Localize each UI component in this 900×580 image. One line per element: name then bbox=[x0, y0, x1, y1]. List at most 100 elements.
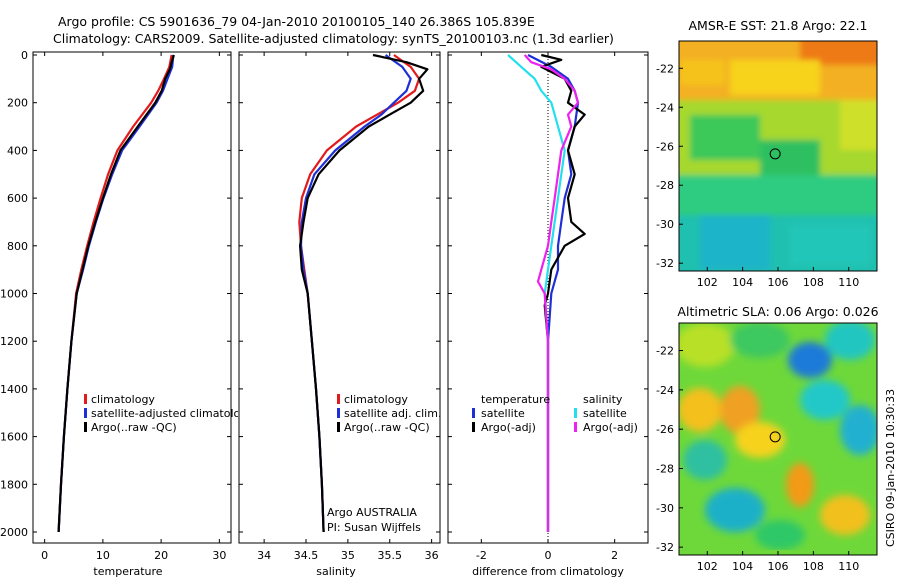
map-y-tick-label: -30 bbox=[656, 218, 674, 231]
depth-tick-label: 1200 bbox=[0, 335, 28, 348]
sst-map-ticks: 102 104 106 108 110 -22 -24 -26 -28 -30 -32 bbox=[656, 62, 859, 289]
map-x-tick-label: 102 bbox=[697, 560, 718, 573]
series-line-argo-raw-qc bbox=[57, 54, 175, 533]
sst-map-image bbox=[679, 41, 877, 271]
temperature-axes bbox=[32, 51, 232, 544]
legend-label-satellite: satellite-adjusted climatology bbox=[91, 407, 254, 420]
depth-tick-label: 800 bbox=[7, 240, 28, 253]
salinity-axes bbox=[238, 51, 441, 544]
sst-map-title: AMSR-E SST: 21.8 Argo: 22.1 bbox=[688, 18, 867, 33]
map-y-tick-label: -22 bbox=[656, 345, 674, 358]
legend-swatch-temp-satellite bbox=[472, 408, 475, 418]
map-y-tick-label: -28 bbox=[656, 179, 674, 192]
temperature-plot: 0 10 20 30 bbox=[33, 52, 231, 562]
salinity-plot: 34 34.5 35 35.5 36 bbox=[239, 52, 440, 562]
legend-label-temp-argo: Argo(-adj) bbox=[481, 421, 536, 434]
sla-map-ticks: 102 104 106 108 110 -22 -24 -26 -28 -30 -32 bbox=[656, 345, 859, 573]
depth-tick-label: 0 bbox=[21, 49, 28, 62]
series-line-argo-raw-qc bbox=[299, 53, 429, 533]
map-y-tick-label: -24 bbox=[656, 384, 674, 397]
map-x-tick-label: 104 bbox=[732, 560, 753, 573]
depth-tick-label: 1400 bbox=[0, 383, 28, 396]
x-tick-label: 2 bbox=[611, 549, 618, 562]
depth-tick-label: 400 bbox=[7, 144, 28, 157]
difference-legend: temperature satellite Argo(-adj) salinit… bbox=[472, 393, 638, 434]
legend-label-satellite: satellite adj. clim. bbox=[344, 407, 441, 420]
depth-tick-label: 1800 bbox=[0, 478, 28, 491]
difference-plot: -2 0 2 bbox=[448, 52, 648, 562]
legend-label-argo: Argo(..raw -QC) bbox=[344, 421, 430, 434]
x-tick-label: 30 bbox=[212, 549, 226, 562]
credit-timestamp: CSIRO 09-Jan-2010 10:30:33 bbox=[884, 389, 897, 547]
map-y-tick-label: -30 bbox=[656, 502, 674, 515]
legend-swatch-argo bbox=[84, 422, 87, 432]
legend-label-sal-satellite: satellite bbox=[583, 407, 627, 420]
sla-map-title: Altimetric SLA: 0.06 Argo: 0.026 bbox=[677, 304, 878, 319]
x-tick-label: 10 bbox=[96, 549, 110, 562]
map-y-tick-label: -32 bbox=[656, 257, 674, 270]
x-tick-label: -2 bbox=[476, 549, 487, 562]
map-y-tick-label: -28 bbox=[656, 462, 674, 475]
x-tick-label: 20 bbox=[154, 549, 168, 562]
depth-tick-labels: 0 200 400 600 800 1000 1200 1400 1600 1800 2000 bbox=[0, 49, 28, 539]
salinity-xlabel: salinity bbox=[316, 565, 356, 578]
series-line-salinity-satellite bbox=[507, 54, 566, 532]
legend-swatch-temp-argo bbox=[472, 422, 475, 432]
legend-label-climatology: climatology bbox=[91, 393, 155, 406]
map-y-tick-label: -24 bbox=[656, 101, 674, 114]
map-x-tick-label: 108 bbox=[803, 560, 824, 573]
legend-swatch-sal-satellite bbox=[574, 408, 577, 418]
figure-title-line1: Argo profile: CS 5901636_79 04-Jan-2010 … bbox=[58, 14, 535, 29]
temperature-xlabel: temperature bbox=[93, 565, 162, 578]
legend-label-argo: Argo(..raw -QC) bbox=[91, 421, 177, 434]
x-tick-label: 34.5 bbox=[294, 549, 319, 562]
map-x-tick-label: 110 bbox=[838, 560, 859, 573]
legend-label-sal-argo: Argo(-adj) bbox=[583, 421, 638, 434]
pi-label: PI: Susan Wijffels bbox=[327, 521, 421, 534]
legend-swatch-argo bbox=[337, 422, 340, 432]
map-x-tick-label: 108 bbox=[803, 276, 824, 289]
legend-label-temp-satellite: satellite bbox=[481, 407, 525, 420]
map-x-tick-label: 106 bbox=[768, 560, 789, 573]
legend-heading-salinity: salinity bbox=[583, 393, 623, 406]
map-y-tick-label: -26 bbox=[656, 423, 674, 436]
map-y-tick-label: -26 bbox=[656, 140, 674, 153]
sla-map-image bbox=[679, 323, 877, 555]
map-y-tick-label: -22 bbox=[656, 62, 674, 75]
depth-tick-label: 1600 bbox=[0, 431, 28, 444]
series-line-salinity-argo-adj bbox=[523, 54, 580, 532]
legend-label-climatology: climatology bbox=[344, 393, 408, 406]
legend-swatch-satellite bbox=[337, 408, 340, 418]
series-line-temperature-satellite bbox=[527, 54, 580, 532]
legend-swatch-climatology bbox=[84, 394, 87, 404]
figure-title-line2: Climatology: CARS2009. Satellite-adjuste… bbox=[53, 31, 614, 46]
series-line-climatology bbox=[57, 54, 173, 533]
salinity-legend: climatology satellite adj. clim. Argo(..… bbox=[337, 393, 441, 434]
x-tick-label: 36 bbox=[425, 549, 439, 562]
sst-argo-position-marker bbox=[769, 148, 781, 160]
sla-argo-position-marker bbox=[769, 431, 781, 443]
map-x-tick-label: 106 bbox=[768, 276, 789, 289]
x-tick-label: 0 bbox=[545, 549, 552, 562]
x-tick-label: 35.5 bbox=[378, 549, 403, 562]
depth-tick-label: 200 bbox=[7, 97, 28, 110]
map-x-tick-label: 104 bbox=[732, 276, 753, 289]
depth-tick-label: 1000 bbox=[0, 288, 28, 301]
map-x-tick-label: 102 bbox=[697, 276, 718, 289]
difference-xlabel: difference from climatology bbox=[472, 565, 624, 578]
depth-tick-label: 600 bbox=[7, 192, 28, 205]
map-y-tick-label: -32 bbox=[656, 541, 674, 554]
series-line-climatology bbox=[298, 54, 421, 533]
legend-swatch-sal-argo bbox=[574, 422, 577, 432]
x-tick-label: 0 bbox=[41, 549, 48, 562]
legend-swatch-climatology bbox=[337, 394, 340, 404]
temperature-legend: climatology satellite-adjusted climatolo… bbox=[84, 393, 254, 434]
depth-tick-label: 2000 bbox=[0, 526, 28, 539]
map-x-tick-label: 110 bbox=[838, 276, 859, 289]
agency-label: Argo AUSTRALIA bbox=[327, 506, 417, 519]
legend-swatch-satellite bbox=[84, 408, 87, 418]
legend-heading-temperature: temperature bbox=[481, 393, 550, 406]
x-tick-label: 35 bbox=[341, 549, 355, 562]
x-tick-label: 34 bbox=[257, 549, 271, 562]
